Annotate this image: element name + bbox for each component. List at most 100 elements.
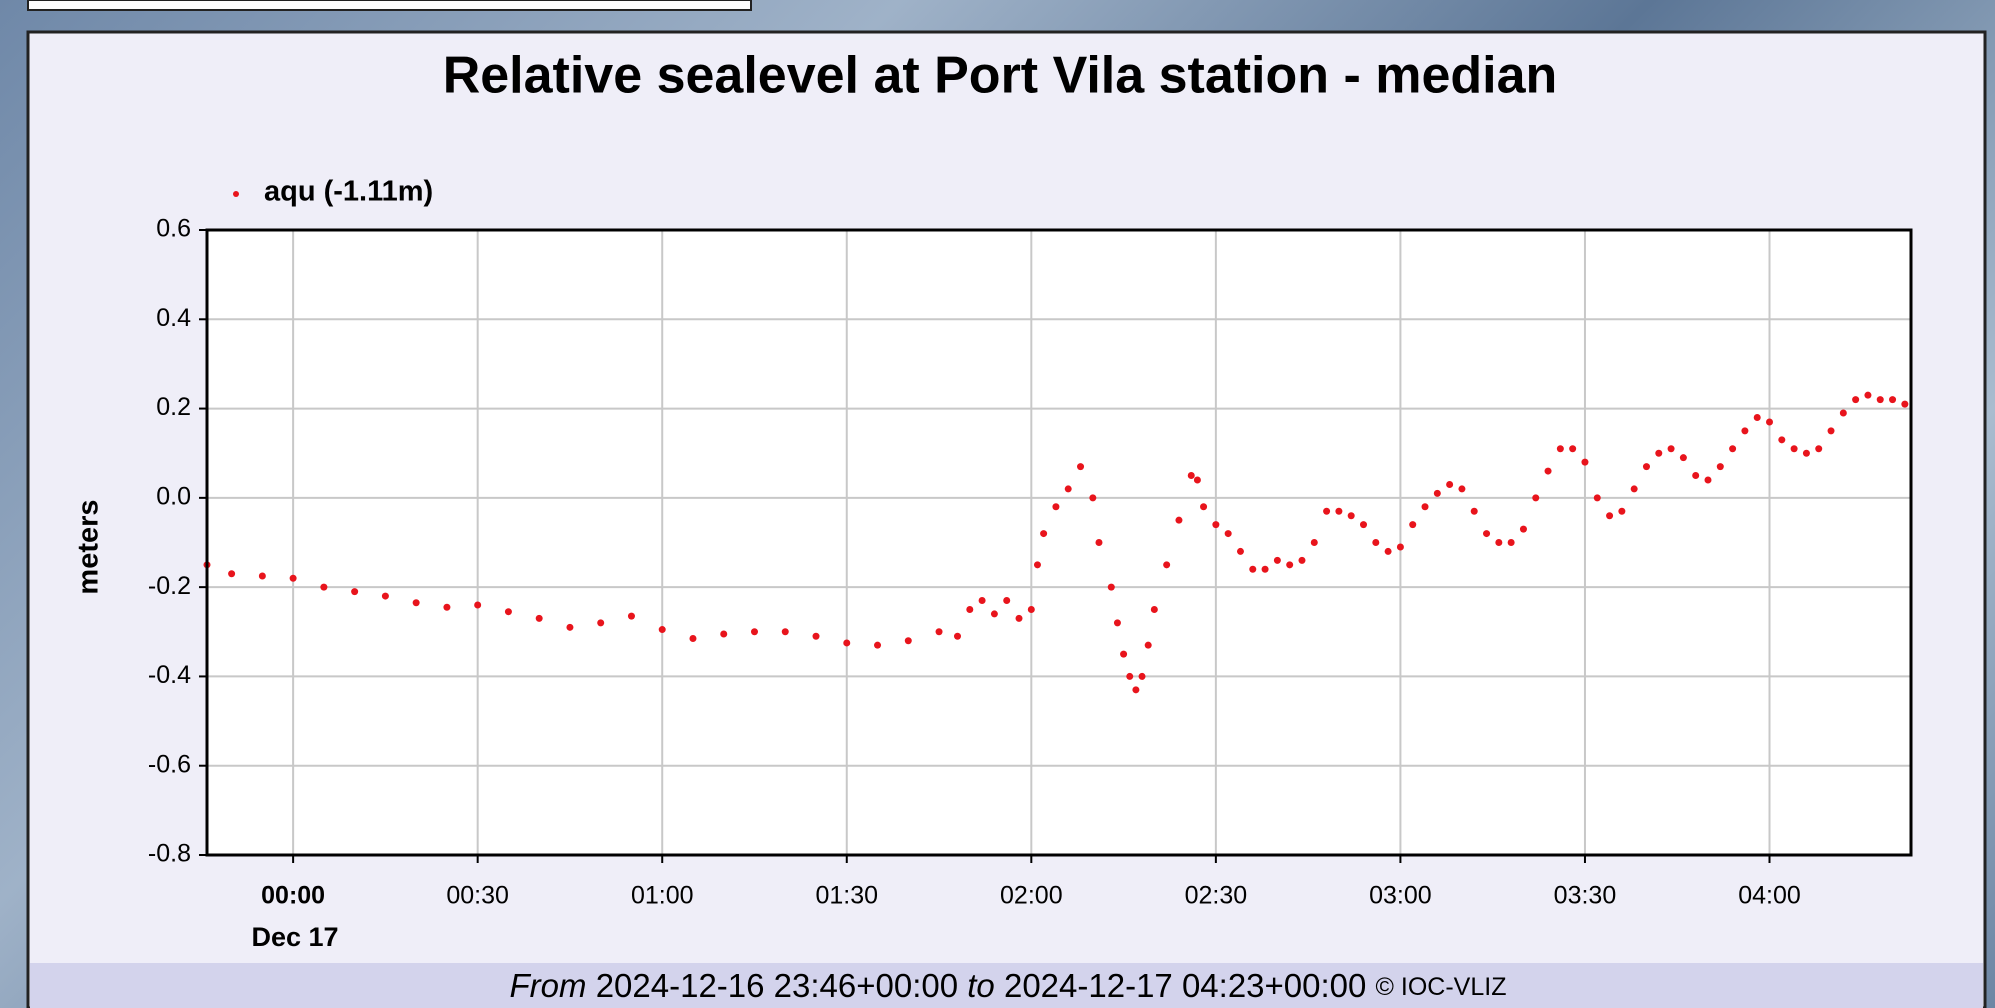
data-point [1298, 557, 1305, 564]
data-point [1360, 521, 1367, 528]
data-point [290, 575, 297, 582]
data-point [259, 572, 266, 579]
legend-label: aqu (-1.11m) [264, 176, 433, 208]
data-point [1311, 539, 1318, 546]
data-point [1028, 606, 1035, 613]
data-point [1692, 472, 1699, 479]
plot-area [207, 230, 1911, 855]
data-point [1704, 477, 1711, 484]
data-point [1120, 651, 1127, 658]
data-point [443, 604, 450, 611]
data-point [1864, 392, 1871, 399]
data-point [1532, 494, 1539, 501]
y-tick-label: -0.2 [148, 572, 191, 600]
data-point [1409, 521, 1416, 528]
data-point [1323, 508, 1330, 515]
data-point [1717, 463, 1724, 470]
y-tick-label: -0.6 [148, 750, 191, 778]
window-edge [28, 0, 751, 10]
data-point [1016, 615, 1023, 622]
data-point [1458, 485, 1465, 492]
data-point [1581, 459, 1588, 466]
data-point [1095, 539, 1102, 546]
data-point [813, 633, 820, 640]
data-point [474, 602, 481, 609]
y-tick-label: -0.4 [148, 661, 191, 689]
data-point [1126, 673, 1133, 680]
data-point [979, 597, 986, 604]
data-point [1778, 436, 1785, 443]
x-tick-label: 00:30 [446, 882, 509, 910]
data-point [1766, 418, 1773, 425]
footer-start: 2024-12-16 23:46+00:00 [596, 967, 958, 1004]
data-point [1840, 410, 1847, 417]
data-point [1108, 584, 1115, 591]
data-point [1151, 606, 1158, 613]
data-point [1852, 396, 1859, 403]
data-point [1471, 508, 1478, 515]
data-point [1225, 530, 1232, 537]
x-tick-label: 03:30 [1554, 882, 1617, 910]
data-point [1188, 472, 1195, 479]
x-tick-label: 00:00 [261, 882, 325, 910]
data-point [1877, 396, 1884, 403]
data-point [505, 608, 512, 615]
data-point [1212, 521, 1219, 528]
x-date-label: Dec 17 [251, 922, 338, 952]
x-tick-label: 02:30 [1185, 882, 1248, 910]
data-point [1901, 401, 1908, 408]
y-tick-label: 0.4 [156, 304, 191, 332]
data-point [1003, 597, 1010, 604]
data-point [1889, 396, 1896, 403]
footer-to: to [967, 967, 995, 1004]
data-point [1495, 539, 1502, 546]
footer-text: From 2024-12-16 23:46+00:00 to 2024-12-1… [510, 967, 1507, 1004]
data-point [936, 628, 943, 635]
data-point [1089, 494, 1096, 501]
data-point [905, 637, 912, 644]
data-point [1077, 463, 1084, 470]
data-point [689, 635, 696, 642]
data-point [1741, 427, 1748, 434]
x-tick-label: 04:00 [1738, 882, 1801, 910]
data-point [1680, 454, 1687, 461]
data-point [720, 631, 727, 638]
data-point [874, 642, 881, 649]
data-point [1397, 543, 1404, 550]
data-point [1791, 445, 1798, 452]
data-point [1754, 414, 1761, 421]
data-point [1348, 512, 1355, 519]
data-point [991, 610, 998, 617]
data-point [1262, 566, 1269, 573]
data-point [1163, 561, 1170, 568]
footer-end: 2024-12-17 04:23+00:00 [1004, 967, 1366, 1004]
chart-title: Relative sealevel at Port Vila station -… [443, 47, 1558, 105]
data-point [1249, 566, 1256, 573]
data-point [1483, 530, 1490, 537]
data-point [1145, 642, 1152, 649]
data-point [1052, 503, 1059, 510]
data-point [1200, 503, 1207, 510]
data-point [1335, 508, 1342, 515]
data-point [1065, 485, 1072, 492]
data-point [1237, 548, 1244, 555]
data-point [1175, 517, 1182, 524]
x-tick-label: 02:00 [1000, 882, 1063, 910]
data-point [320, 584, 327, 591]
data-point [1114, 619, 1121, 626]
x-tick-label: 01:30 [815, 882, 878, 910]
data-point [1274, 557, 1281, 564]
data-point [1803, 450, 1810, 457]
y-tick-label: 0.2 [156, 393, 191, 421]
data-point [1815, 445, 1822, 452]
data-point [1139, 673, 1146, 680]
x-tick-label: 01:00 [631, 882, 694, 910]
y-axis-label: meters [73, 499, 105, 594]
data-point [1729, 445, 1736, 452]
data-point [413, 599, 420, 606]
data-point [1422, 503, 1429, 510]
data-point [1385, 548, 1392, 555]
data-point [628, 613, 635, 620]
data-point [1631, 485, 1638, 492]
data-point [1828, 427, 1835, 434]
